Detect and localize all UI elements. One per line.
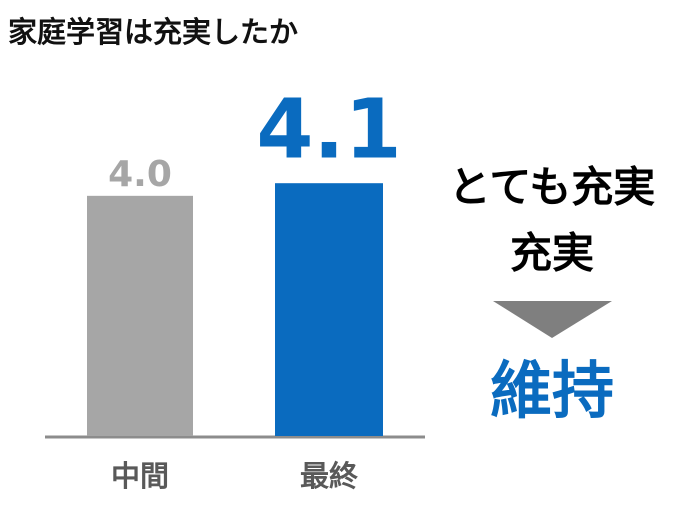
annotation: 維持 — [490, 354, 614, 427]
chart-title: 家庭学習は充実したか — [8, 15, 298, 49]
value-label: 4.1 — [256, 83, 401, 178]
x-tick-label: 最終 — [300, 459, 359, 493]
x-tick-label: 中間 — [111, 459, 169, 493]
annotation: とても充実 — [449, 163, 656, 212]
arrow — [493, 301, 612, 338]
bar — [275, 183, 383, 436]
value-label: 4.0 — [108, 154, 172, 195]
bar — [87, 195, 193, 436]
annotation: 充実 — [510, 229, 594, 278]
